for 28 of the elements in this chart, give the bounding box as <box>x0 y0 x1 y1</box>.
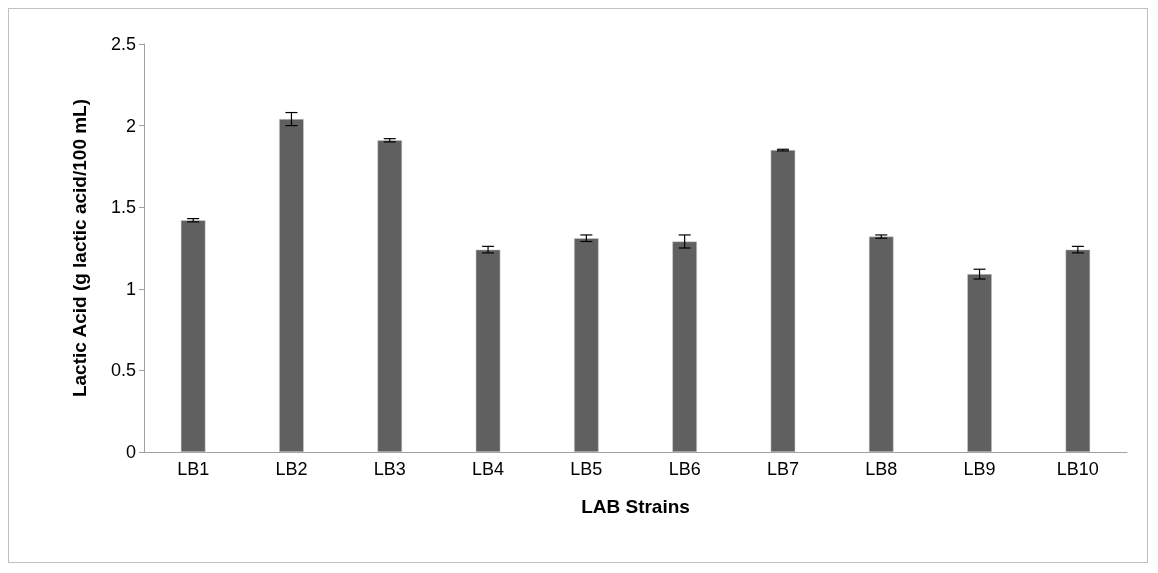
x-tick-label: LB6 <box>668 459 701 479</box>
x-axis-title: LAB Strains <box>581 496 690 517</box>
bar <box>770 150 796 452</box>
y-tick-label: 2.5 <box>110 34 136 54</box>
x-tick-label: LB2 <box>275 459 308 479</box>
x-tick-label: LB9 <box>963 459 996 479</box>
bar <box>967 274 992 452</box>
x-tick-label: LB7 <box>766 459 799 479</box>
x-tick-label: LB10 <box>1056 459 1099 479</box>
x-tick-label: LB3 <box>373 459 406 479</box>
bar <box>180 220 206 452</box>
y-tick-label: 1.5 <box>110 197 136 218</box>
bar <box>1065 249 1091 452</box>
y-tick-label: 0 <box>125 442 136 462</box>
y-tick-label: 0.5 <box>110 360 136 381</box>
y-tick-label: 2 <box>125 115 136 136</box>
bar <box>672 241 697 452</box>
bar <box>868 236 894 452</box>
bar <box>475 249 501 452</box>
y-tick-label: 1 <box>125 278 136 299</box>
x-tick-label: LB5 <box>570 459 603 479</box>
y-axis-title: Lactic Acid (g lactic acid/100 mL) <box>69 98 90 398</box>
bar <box>574 238 599 452</box>
x-tick-label: LB1 <box>177 459 210 479</box>
bar <box>377 140 403 452</box>
bar <box>279 119 304 452</box>
x-tick-label: LB4 <box>472 459 505 479</box>
x-tick-label: LB8 <box>865 459 898 479</box>
